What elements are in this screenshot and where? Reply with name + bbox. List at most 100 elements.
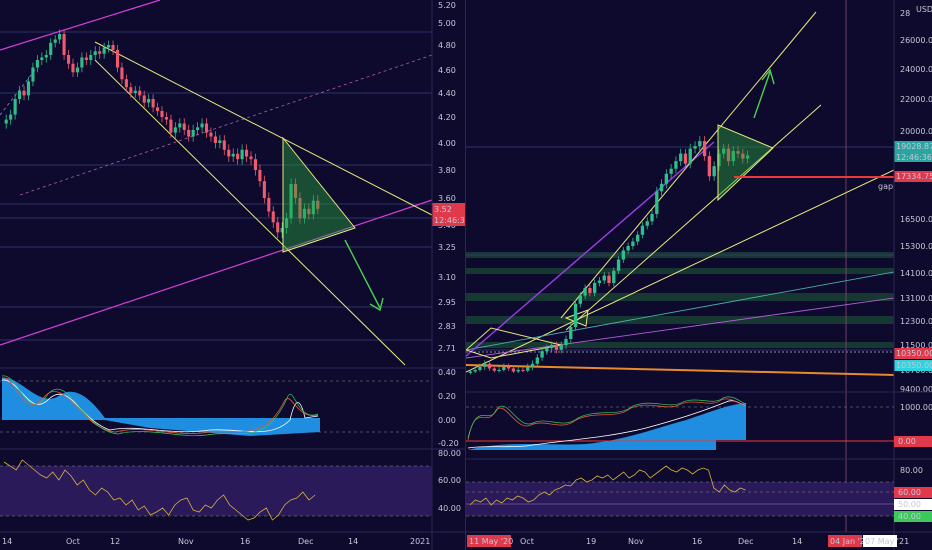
right-chart-panel[interactable]: USD2826000.0024000.0022000.0020000.00165… [466,0,932,550]
candle-body [13,99,17,115]
candle-body [178,123,182,128]
candle-body [191,130,195,137]
candle-body [258,170,262,182]
candle-body [745,155,750,159]
rsi-tick-label: 40.00 [898,512,921,521]
candle-body [578,295,582,304]
candle-body [53,39,57,43]
macd-line [1,377,319,434]
candle-body [173,127,177,133]
range-start-label: 11 May '20 [469,537,513,546]
price-tick-label: 4.60 [438,66,456,75]
candle-body [62,34,66,55]
candle-body [240,149,244,160]
currency-label: USD [916,5,932,14]
candle-body [516,370,520,372]
candle-body [636,234,640,242]
candle-body [736,151,740,154]
candle-body [511,368,516,372]
candle-body [597,280,602,283]
candle-body [592,283,597,293]
countdown-label: 12:46:37 [434,216,466,225]
candle-body [679,153,683,162]
left-chart-panel[interactable]: 5.205.004.804.604.404.204.003.803.603.40… [0,0,466,550]
price-tick-label: 3.80 [438,166,456,175]
candle-body [80,57,84,68]
rising-support-line [0,199,433,346]
candle-body [669,168,673,174]
rising-trendline-top [0,0,161,51]
candle-body [311,200,315,215]
candle-body [569,327,573,339]
candle-body [66,55,71,64]
candle-body [44,55,48,58]
macd-histogram-lower [105,418,320,436]
candle-body [26,81,31,96]
candle-body [271,211,275,223]
right-chart-svg[interactable]: USD2826000.0024000.0022000.0020000.00165… [466,0,932,550]
candle-body [200,123,204,128]
support-zone [466,316,894,324]
candle-body [84,57,88,60]
candle-body [478,366,482,370]
candle-body [564,339,568,345]
price-tick-label: 20000.00 [900,127,932,136]
candle-body [169,119,173,133]
candle-body [674,161,678,169]
candle-body [245,149,249,157]
candle-body [262,181,266,198]
purple-upper-trendline [466,141,715,357]
candle-body [98,51,102,54]
target-arrow-line [344,239,381,309]
rsi-line [469,465,746,506]
candle-body [276,222,280,233]
price-tick-label: 5.20 [438,1,456,10]
price-tick-label: 28 [900,9,910,18]
range-start-badge [467,535,511,547]
candle-body [683,153,688,164]
candle-body [473,370,477,372]
candle-body [280,227,284,233]
candle-body [204,123,209,133]
target-arrow-head [369,297,384,312]
price-tick-label: 3.25 [438,243,456,252]
candle-body [187,130,191,137]
left-chart-svg[interactable]: 5.205.004.804.604.404.204.003.803.603.40… [0,0,466,550]
candle-body [650,213,654,222]
gap-price-label: 17334.75 [896,172,932,181]
candle-body [209,132,213,137]
support-price-label: 10350.00 [896,349,932,358]
rsi-badge-50 [894,499,932,510]
candle-body [664,173,669,184]
time-tick-label: Oct [66,537,80,546]
macd-fast-line [1,375,319,436]
price-tick-label: 16500.00 [900,215,932,224]
time-tick-label: Nov [628,537,644,546]
candle-body [549,345,554,349]
candle-body [640,225,645,235]
channel-lower-line [94,59,406,366]
price-tick-label: 4.20 [438,113,456,122]
candle-body [231,153,235,157]
candle-body [655,191,659,214]
macd-zero-badge [894,436,932,447]
candle-body [712,166,716,177]
time-tick-label: Dec [298,537,313,546]
candle-body [741,153,745,159]
candle-body [526,366,530,371]
price-tick-label: 2.83 [438,322,456,331]
time-tick-label: Dec [738,537,753,546]
price-tick-label: 4.40 [438,89,456,98]
price-tick-label: 2.95 [438,298,456,307]
candle-body [111,45,115,50]
candle-body [182,123,186,130]
channel-lower-line [565,104,822,331]
price-tick-label: 24000.00 [900,65,932,74]
rsi-badge-40 [894,511,932,522]
long-support-line [466,169,895,373]
candle-body [267,198,271,212]
current-price-label: 19028.87 [896,142,932,151]
candle-body [626,246,630,251]
support-zone [466,293,894,301]
candle-body [147,99,151,103]
